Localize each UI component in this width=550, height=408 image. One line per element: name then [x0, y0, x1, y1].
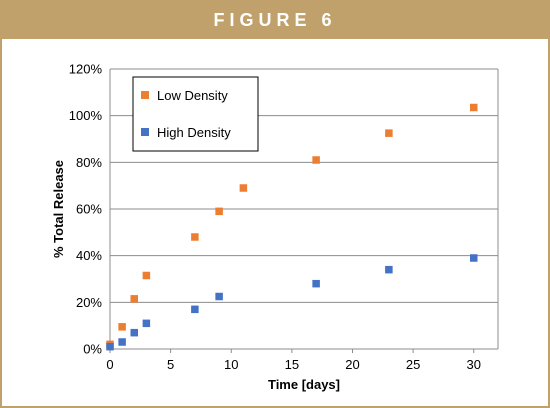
high-density-point [312, 279, 320, 288]
low-density-point [470, 103, 478, 112]
high-density-point [191, 305, 199, 314]
high-density-point [215, 292, 223, 301]
x-tick-label: 25 [406, 357, 420, 372]
x-tick-label: 20 [345, 357, 359, 372]
low-density-point [142, 271, 151, 280]
y-tick-label: 100% [69, 108, 103, 123]
legend-box [132, 76, 259, 152]
low-density-point [130, 295, 138, 303]
y-tick-label: 120% [69, 62, 103, 77]
x-axis-title: Time [days] [268, 377, 340, 392]
x-tick-label: 0 [106, 357, 113, 372]
legend-label: Low Density [157, 88, 228, 103]
y-tick-label: 80% [76, 155, 102, 170]
high-density-point [106, 342, 114, 351]
x-tick-label: 5 [167, 357, 174, 372]
low-density-point [118, 323, 126, 331]
legend-marker [141, 91, 149, 99]
high-density-point [142, 319, 151, 328]
low-density-point [215, 207, 223, 216]
low-density-point [312, 156, 320, 164]
low-density-point [385, 129, 393, 137]
x-tick-label: 30 [467, 357, 481, 372]
scatter-chart: 0% 20% 40% 60% 80% 100% 120% 0 5 10 15 20 25 30 Time … [51, 62, 499, 392]
tick-labels: 0% 20% 40% 60% 80% 100% 120% 0 5 10 15 20 25 30 [69, 62, 481, 373]
figure-title: FIGURE 6 [2, 2, 548, 39]
y-axis-title: % Total Release [51, 160, 66, 258]
legend-label: High Density [157, 125, 231, 140]
x-tick-label: 10 [224, 357, 238, 372]
x-tick-label: 15 [285, 357, 299, 372]
high-density-point [385, 265, 393, 274]
y-tick-label: 60% [76, 202, 102, 217]
legend-marker [141, 128, 149, 136]
low-density-point [191, 233, 199, 241]
y-tick-label: 40% [76, 248, 102, 263]
high-density-point [470, 254, 478, 262]
high-density-point [130, 328, 138, 337]
high-density-point [118, 338, 126, 346]
y-tick-label: 20% [76, 295, 102, 310]
legend: Low Density High Density [132, 76, 259, 152]
axes [109, 69, 498, 353]
y-tick-label: 0% [83, 342, 102, 357]
data-points [106, 103, 478, 351]
low-density-point [239, 184, 248, 192]
